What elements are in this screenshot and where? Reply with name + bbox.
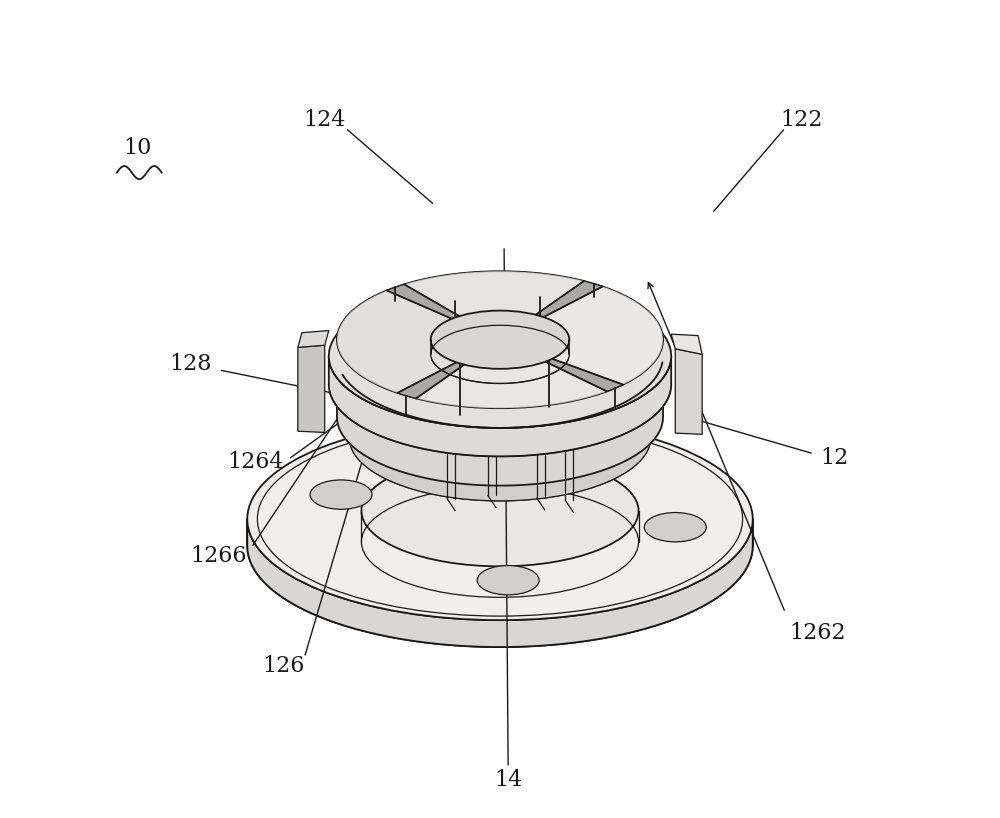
Polygon shape bbox=[337, 287, 460, 396]
Text: 1266: 1266 bbox=[190, 545, 247, 567]
Polygon shape bbox=[329, 356, 671, 456]
Ellipse shape bbox=[337, 272, 663, 408]
Ellipse shape bbox=[431, 311, 569, 369]
Ellipse shape bbox=[349, 354, 651, 480]
Ellipse shape bbox=[337, 316, 663, 453]
Text: 124: 124 bbox=[304, 109, 346, 131]
Ellipse shape bbox=[361, 456, 639, 566]
Polygon shape bbox=[337, 384, 663, 486]
Text: 126: 126 bbox=[263, 654, 305, 676]
Ellipse shape bbox=[329, 284, 671, 428]
Ellipse shape bbox=[310, 480, 372, 510]
Polygon shape bbox=[675, 348, 702, 434]
Polygon shape bbox=[247, 519, 753, 647]
Text: 1264: 1264 bbox=[227, 451, 284, 473]
Text: 10: 10 bbox=[123, 137, 151, 160]
Polygon shape bbox=[298, 330, 329, 348]
Text: 12: 12 bbox=[820, 447, 848, 469]
Polygon shape bbox=[387, 285, 459, 319]
Polygon shape bbox=[349, 417, 651, 501]
Ellipse shape bbox=[477, 565, 539, 595]
Ellipse shape bbox=[349, 374, 651, 501]
Ellipse shape bbox=[644, 513, 706, 542]
Polygon shape bbox=[406, 360, 615, 408]
Ellipse shape bbox=[247, 418, 753, 620]
Polygon shape bbox=[540, 284, 663, 388]
Text: 1262: 1262 bbox=[790, 622, 846, 645]
Text: 14: 14 bbox=[494, 769, 522, 791]
Polygon shape bbox=[397, 362, 464, 398]
Polygon shape bbox=[395, 272, 594, 317]
Polygon shape bbox=[536, 281, 603, 317]
Text: 128: 128 bbox=[169, 353, 211, 375]
Ellipse shape bbox=[518, 427, 580, 456]
Text: 122: 122 bbox=[780, 109, 823, 131]
Polygon shape bbox=[671, 334, 702, 354]
Polygon shape bbox=[298, 345, 325, 433]
Polygon shape bbox=[545, 359, 623, 391]
